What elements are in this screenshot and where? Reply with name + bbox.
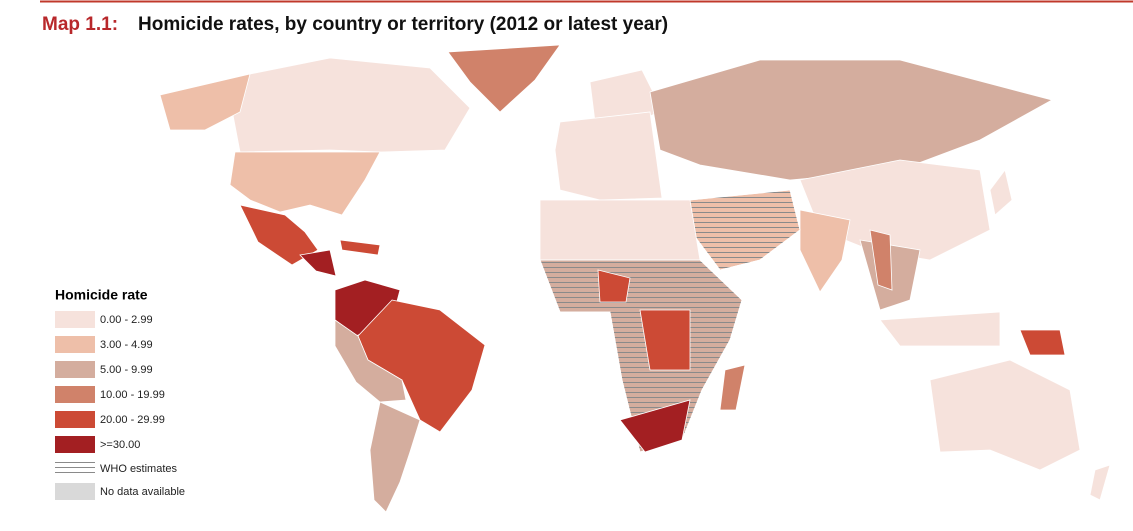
legend-label: 20.00 - 29.99 (100, 414, 165, 426)
south-africa (619, 399, 691, 453)
legend-label: No data available (100, 486, 185, 498)
nigeria (597, 269, 631, 303)
usa (229, 151, 381, 216)
north-africa (539, 199, 701, 271)
legend-label: >=30.00 (100, 439, 140, 451)
india (799, 209, 851, 293)
legend-swatch (55, 361, 95, 378)
new-zealand (1089, 464, 1111, 501)
japan (989, 169, 1013, 216)
middle-east-hatch (689, 189, 801, 271)
legend-swatch (55, 411, 95, 428)
world-map (159, 44, 1111, 513)
legend-swatch (55, 311, 95, 328)
central-america (299, 249, 337, 277)
caribbean (339, 239, 381, 256)
legend-label: 3.00 - 4.99 (100, 339, 153, 351)
southern-cone (369, 401, 421, 513)
legend-title: Homicide rate (55, 287, 148, 303)
title-number: Map 1.1: (42, 14, 118, 35)
papua-new-guinea (1019, 329, 1066, 356)
legend-label: 5.00 - 9.99 (100, 364, 153, 376)
russia (649, 59, 1054, 181)
canada (231, 57, 471, 153)
andes (334, 319, 407, 403)
europe (554, 111, 663, 201)
myanmar (869, 229, 893, 291)
legend-label: WHO estimates (100, 463, 178, 475)
legend-swatch (55, 386, 95, 403)
legend-swatch (55, 336, 95, 353)
greenland (447, 44, 561, 113)
congo (639, 309, 691, 371)
alaska (159, 73, 251, 131)
australia (929, 359, 1081, 471)
madagascar (719, 364, 746, 411)
legend-label: 0.00 - 2.99 (100, 314, 153, 326)
mexico (239, 204, 319, 266)
indonesia (879, 311, 1001, 347)
legend-swatch (55, 483, 95, 500)
legend-hatch-swatch (55, 461, 95, 475)
legend: Homicide rate 0.00 - 2.99 3.00 - 4.99 5.00… (55, 287, 185, 500)
legend-swatch (55, 436, 95, 453)
title: Homicide rates, by country or territory … (138, 14, 668, 35)
legend-label: 10.00 - 19.99 (100, 389, 165, 401)
